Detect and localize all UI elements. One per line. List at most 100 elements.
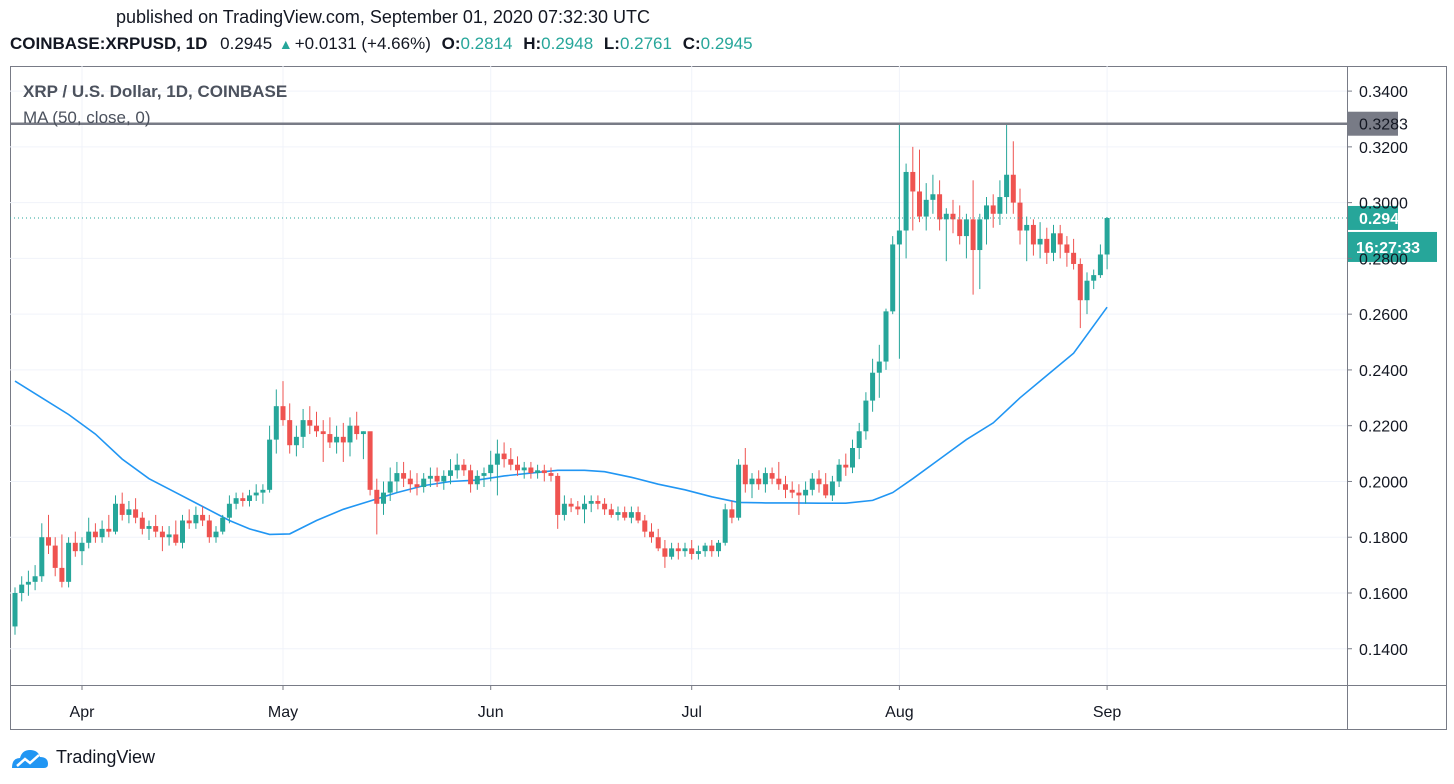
candle[interactable]	[1004, 123, 1010, 214]
candle[interactable]	[508, 447, 514, 471]
candle[interactable]	[829, 475, 835, 501]
candle[interactable]	[401, 461, 407, 488]
candle[interactable]	[287, 403, 293, 454]
candle[interactable]	[783, 475, 788, 499]
candle[interactable]	[79, 537, 85, 566]
candle[interactable]	[1071, 238, 1077, 270]
candle[interactable]	[903, 163, 909, 259]
candle[interactable]	[789, 481, 795, 499]
candle[interactable]	[823, 473, 829, 499]
candle[interactable]	[1030, 219, 1036, 256]
candle[interactable]	[943, 208, 949, 262]
candle[interactable]	[46, 514, 51, 554]
candle[interactable]	[1044, 227, 1050, 264]
candle[interactable]	[896, 123, 902, 359]
candle[interactable]	[555, 473, 561, 529]
candle[interactable]	[970, 180, 976, 295]
candle[interactable]	[381, 481, 386, 515]
candle[interactable]	[937, 180, 943, 231]
candle[interactable]	[481, 467, 487, 488]
candle[interactable]	[776, 461, 782, 490]
candle[interactable]	[541, 464, 547, 482]
ma-indicator-label[interactable]: MA (50, close, 0)	[23, 108, 151, 127]
candle[interactable]	[267, 425, 273, 493]
candle[interactable]	[1024, 216, 1030, 262]
candle[interactable]	[19, 576, 25, 602]
candle[interactable]	[930, 174, 936, 214]
candle[interactable]	[917, 149, 922, 223]
candle[interactable]	[253, 484, 259, 501]
candle[interactable]	[12, 587, 18, 635]
candle[interactable]	[796, 484, 802, 515]
candle[interactable]	[146, 520, 152, 541]
candle[interactable]	[883, 308, 889, 370]
candle[interactable]	[448, 459, 453, 485]
candle[interactable]	[850, 439, 855, 474]
candle[interactable]	[736, 459, 742, 521]
candle[interactable]	[682, 542, 688, 557]
candle[interactable]	[213, 526, 219, 543]
candle[interactable]	[501, 442, 507, 468]
candle[interactable]	[32, 565, 38, 591]
candle[interactable]	[923, 183, 929, 231]
candle[interactable]	[608, 503, 614, 518]
candle[interactable]	[86, 517, 92, 549]
candle[interactable]	[133, 498, 139, 524]
candle[interactable]	[200, 506, 206, 527]
candle[interactable]	[1091, 269, 1097, 290]
candle[interactable]	[722, 503, 728, 546]
candle[interactable]	[25, 570, 31, 596]
candle[interactable]	[434, 467, 440, 488]
candle[interactable]	[950, 199, 956, 234]
candle[interactable]	[642, 514, 648, 538]
candle[interactable]	[280, 381, 286, 426]
candle[interactable]	[816, 470, 822, 493]
candle[interactable]	[166, 526, 172, 546]
candle[interactable]	[474, 470, 480, 490]
candle[interactable]	[220, 514, 226, 535]
candle[interactable]	[314, 411, 319, 437]
candle[interactable]	[1084, 272, 1090, 315]
candle[interactable]	[1037, 222, 1043, 259]
candle[interactable]	[769, 467, 775, 485]
candle[interactable]	[247, 489, 252, 507]
candle[interactable]	[307, 406, 313, 435]
candle[interactable]	[119, 492, 125, 521]
candle[interactable]	[535, 464, 541, 479]
candle[interactable]	[635, 506, 641, 524]
candle[interactable]	[92, 523, 98, 543]
candle[interactable]	[354, 411, 360, 440]
candle[interactable]	[1051, 224, 1056, 262]
candle[interactable]	[963, 213, 969, 259]
candle[interactable]	[139, 512, 145, 535]
candle[interactable]	[515, 456, 520, 476]
candle[interactable]	[340, 422, 346, 462]
candle[interactable]	[1104, 217, 1110, 270]
candle[interactable]	[72, 531, 78, 557]
candle[interactable]	[360, 431, 366, 460]
candle[interactable]	[762, 467, 768, 493]
candle[interactable]	[1057, 224, 1063, 259]
candle[interactable]	[702, 542, 708, 557]
candle[interactable]	[803, 481, 809, 504]
candle[interactable]	[622, 506, 628, 521]
candle[interactable]	[843, 453, 849, 476]
candle[interactable]	[206, 514, 212, 543]
candle[interactable]	[856, 422, 862, 460]
candle[interactable]	[39, 523, 45, 582]
candle[interactable]	[695, 545, 701, 560]
candle[interactable]	[273, 389, 279, 454]
candle[interactable]	[575, 500, 581, 515]
candle[interactable]	[374, 478, 380, 535]
candle[interactable]	[990, 194, 996, 228]
candle[interactable]	[367, 431, 373, 496]
candle[interactable]	[890, 236, 896, 315]
candle[interactable]	[394, 461, 400, 493]
candle[interactable]	[293, 425, 299, 457]
candle[interactable]	[997, 180, 1003, 225]
candle[interactable]	[548, 467, 554, 482]
candle[interactable]	[876, 344, 882, 398]
candle[interactable]	[387, 467, 393, 501]
candle[interactable]	[106, 514, 112, 538]
candle[interactable]	[957, 205, 963, 245]
